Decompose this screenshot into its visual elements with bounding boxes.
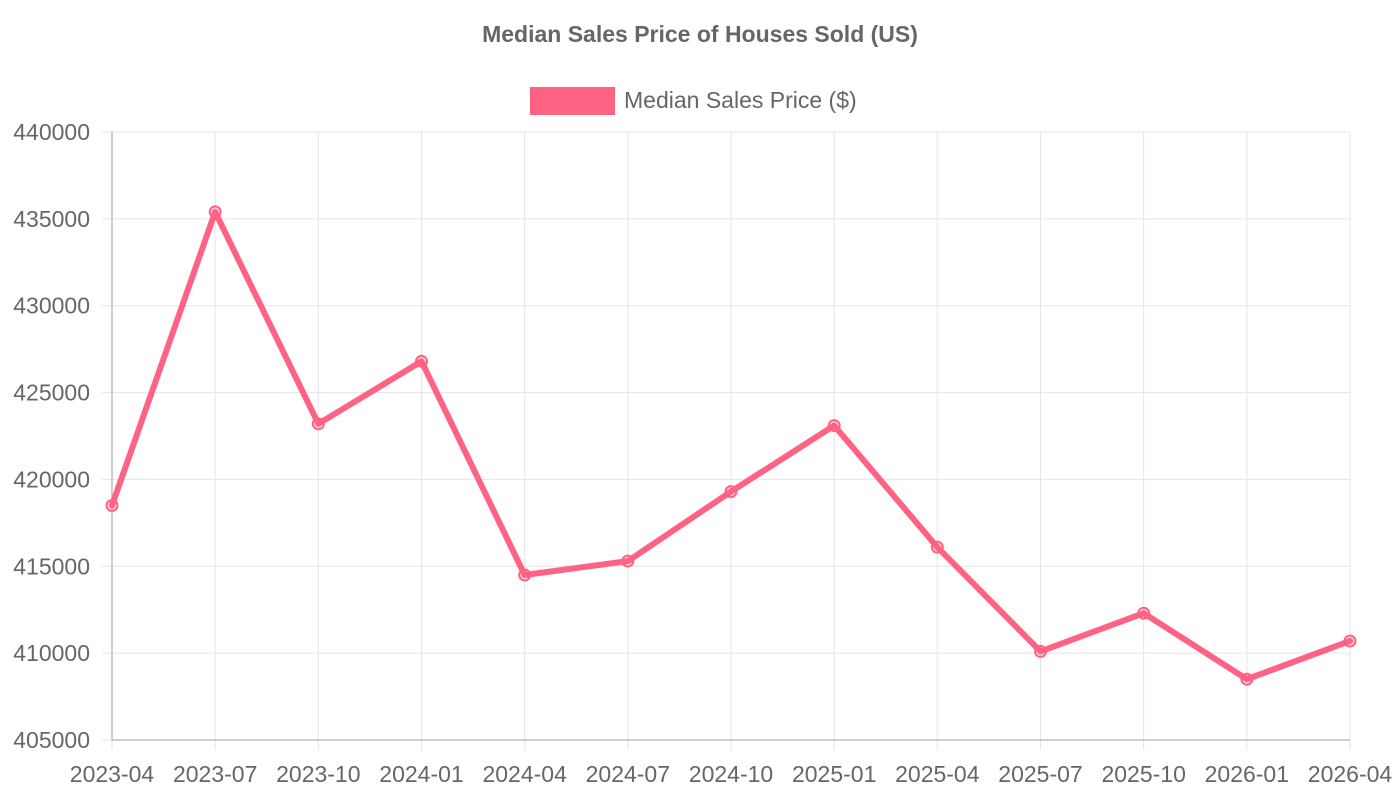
x-tick-label: 2024-01 — [379, 761, 463, 787]
data-point[interactable] — [621, 554, 635, 568]
data-point[interactable] — [518, 568, 532, 582]
y-tick-label: 430000 — [13, 293, 90, 319]
legend-swatch — [530, 87, 615, 115]
x-tick-label: 2023-07 — [173, 761, 257, 787]
x-axis-tick-labels: 2023-04 2023-07 2023-10 2024-01 2024-04 2024-… — [70, 761, 1393, 787]
x-tick-label: 2024-10 — [689, 761, 773, 787]
x-tick-label: 2024-07 — [586, 761, 670, 787]
data-point[interactable] — [930, 540, 944, 554]
data-point[interactable] — [105, 498, 119, 512]
y-axis-tick-labels: 440000 435000 430000 425000 420000 415000 4100… — [13, 119, 90, 753]
chart-title: Median Sales Price of Houses Sold (US) — [482, 21, 918, 47]
x-tick-label: 2026-01 — [1205, 761, 1289, 787]
grid — [102, 131, 1351, 750]
data-point[interactable] — [1137, 606, 1151, 620]
x-tick-label: 2023-04 — [70, 761, 155, 787]
x-tick-label: 2025-07 — [998, 761, 1082, 787]
legend[interactable]: Median Sales Price ($) — [530, 87, 857, 115]
series — [109, 208, 1353, 683]
data-points — [105, 205, 1357, 686]
data-point[interactable] — [208, 205, 222, 219]
x-tick-label: 2025-04 — [895, 761, 980, 787]
x-tick-label: 2025-01 — [792, 761, 876, 787]
data-point[interactable] — [724, 485, 738, 499]
data-point[interactable] — [827, 419, 841, 433]
y-tick-label: 405000 — [13, 727, 90, 753]
y-tick-label: 440000 — [13, 119, 90, 145]
data-point[interactable] — [415, 354, 428, 368]
y-tick-label: 425000 — [13, 380, 90, 406]
data-point[interactable] — [1240, 672, 1254, 686]
y-tick-label: 415000 — [13, 553, 90, 579]
x-tick-label: 2023-10 — [276, 761, 360, 787]
series-line — [109, 208, 1353, 683]
data-point[interactable] — [311, 417, 325, 431]
data-point[interactable] — [1034, 644, 1047, 658]
y-tick-label: 420000 — [13, 466, 90, 492]
axes — [111, 132, 1350, 741]
x-tick-label: 2025-10 — [1101, 761, 1185, 787]
data-point[interactable] — [1343, 634, 1357, 648]
legend-label: Median Sales Price ($) — [624, 87, 857, 113]
x-tick-label: 2026-04 — [1308, 761, 1393, 787]
y-tick-label: 410000 — [13, 640, 90, 666]
y-tick-label: 435000 — [13, 206, 90, 232]
x-tick-label: 2024-04 — [482, 761, 567, 787]
